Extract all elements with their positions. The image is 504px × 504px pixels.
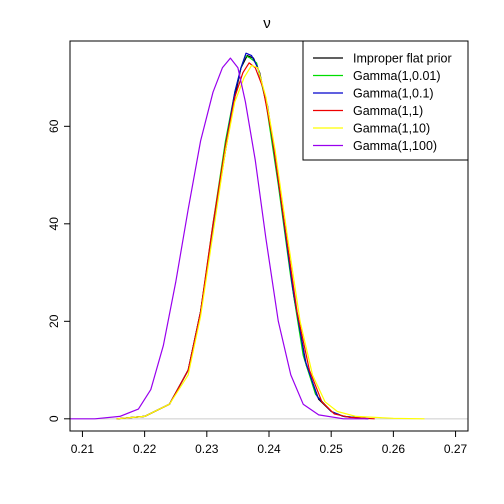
series-layer [70,52,425,420]
x-tick-label: 0.22 [133,442,157,456]
legend: Improper flat prior Gamma(1,0.01) Gamma(1,… [302,40,469,161]
legend-label: Gamma(1,0.01) [353,69,441,83]
y-tick-label: 60 [47,119,61,133]
x-tick-label: 0.25 [320,442,344,456]
x-tick-label: 0.24 [257,442,281,456]
x-tick-label: 0.21 [71,442,95,456]
legend-label: Improper flat prior [353,52,452,66]
x-axis: 0.21 0.22 0.23 0.24 0.25 0.26 0.27 [71,431,468,456]
legend-label: Gamma(1,100) [353,139,437,153]
x-tick-label: 0.26 [382,442,406,456]
y-tick-label: 20 [47,314,61,328]
legend-box [302,40,469,161]
legend-label: Gamma(1,1) [353,104,423,118]
series-line-5 [116,64,425,420]
x-tick-label: 0.27 [444,442,468,456]
y-tick-label: 40 [47,217,61,231]
legend-label: Gamma(1,0.1) [353,87,434,101]
legend-label: Gamma(1,10) [353,122,430,136]
chart-title: ν [263,15,271,32]
x-tick-label: 0.23 [195,442,219,456]
y-tick-label: 0 [47,415,61,422]
y-axis: 0 20 40 60 [47,119,70,422]
series-line-6 [70,57,369,420]
